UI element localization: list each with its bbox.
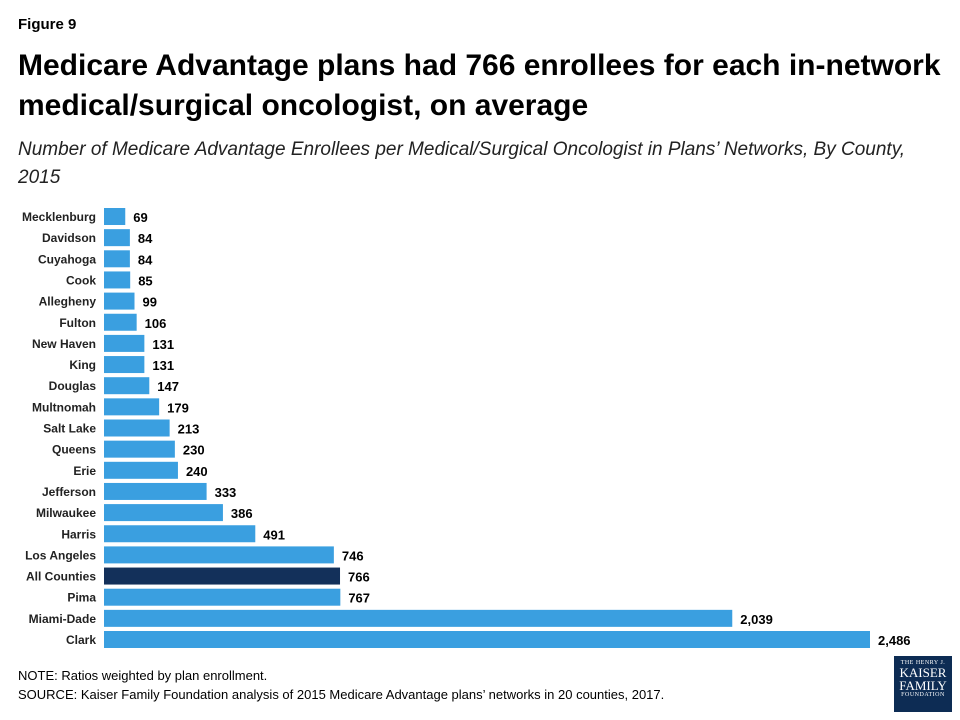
- value-label: 85: [138, 273, 152, 288]
- category-label: Multnomah: [32, 400, 96, 414]
- category-label: Mecklenburg: [22, 210, 96, 224]
- category-label: Davidson: [42, 231, 96, 245]
- bar: [104, 461, 178, 479]
- bar: [104, 398, 160, 416]
- logo-line-3: FAMILY: [899, 678, 947, 693]
- category-label: Harris: [61, 527, 96, 541]
- category-label: Pima: [67, 591, 96, 605]
- value-label: 84: [138, 231, 153, 246]
- value-label: 767: [348, 591, 370, 606]
- category-label: Los Angeles: [25, 548, 96, 562]
- logo-line-4: FOUNDATION: [901, 692, 945, 698]
- bar: [104, 271, 131, 289]
- category-label: Miami-Dade: [29, 612, 97, 626]
- bar: [104, 419, 170, 437]
- value-label: 131: [152, 337, 174, 352]
- value-label: 2,486: [878, 633, 911, 648]
- value-label: 766: [348, 570, 370, 585]
- category-label: Jefferson: [42, 485, 96, 499]
- logo-line-1: THE HENRY J.: [900, 660, 946, 666]
- logo-line-2: KAISER: [899, 665, 947, 680]
- category-label: Salt Lake: [43, 422, 96, 436]
- bar: [104, 440, 175, 458]
- category-label: Cuyahoga: [38, 252, 96, 266]
- category-label: Milwaukee: [36, 506, 96, 520]
- bar: [104, 504, 223, 522]
- value-label: 179: [167, 400, 189, 415]
- note-text: NOTE: Ratios weighted by plan enrollment…: [18, 668, 268, 683]
- value-label: 131: [152, 358, 174, 373]
- source-text: SOURCE: Kaiser Family Foundation analysi…: [18, 687, 665, 702]
- category-label: Cook: [66, 273, 96, 287]
- bar: [104, 482, 207, 500]
- value-label: 99: [143, 295, 157, 310]
- value-label: 333: [215, 485, 237, 500]
- category-label: Queens: [52, 443, 96, 457]
- bar: [104, 229, 130, 247]
- value-label: 386: [231, 506, 253, 521]
- category-label: Erie: [73, 464, 96, 478]
- value-label: 213: [178, 422, 200, 437]
- chart-subtitle: Number of Medicare Advantage Enrollees p…: [18, 139, 906, 188]
- value-label: 84: [138, 252, 153, 267]
- bar: [104, 334, 145, 352]
- bar: [104, 356, 145, 374]
- category-label: New Haven: [32, 337, 96, 351]
- category-label: All Counties: [26, 570, 96, 584]
- category-label: Douglas: [49, 379, 97, 393]
- category-label: King: [69, 358, 96, 372]
- value-label: 230: [183, 443, 205, 458]
- bar: [104, 377, 150, 395]
- bar: [104, 609, 733, 627]
- bar: [104, 208, 126, 225]
- bar-highlight: [104, 567, 341, 585]
- bar: [104, 546, 334, 564]
- value-label: 147: [157, 379, 179, 394]
- value-label: 69: [133, 210, 147, 225]
- category-label: Allegheny: [39, 295, 97, 309]
- chart-title: Medicare Advantage plans had 766 enrolle…: [18, 49, 941, 122]
- value-label: 491: [263, 527, 285, 542]
- kff-logo: THE HENRY J. KAISER FAMILY FOUNDATION: [894, 656, 952, 712]
- value-label: 746: [342, 548, 364, 563]
- bar: [104, 250, 130, 268]
- figure-label: Figure 9: [18, 16, 77, 33]
- bar: [104, 631, 870, 648]
- value-label: 240: [186, 464, 208, 479]
- bar-chart: Mecklenburg 69 Davidson 84 Cuyahoga 84 Cook 85 A…: [22, 208, 911, 648]
- category-label: Fulton: [59, 316, 96, 330]
- category-label: Clark: [66, 633, 96, 647]
- bar: [104, 313, 137, 331]
- bar: [104, 588, 341, 606]
- value-label: 2,039: [740, 612, 773, 627]
- bar: [104, 525, 256, 543]
- bar: [104, 292, 135, 310]
- value-label: 106: [145, 316, 167, 331]
